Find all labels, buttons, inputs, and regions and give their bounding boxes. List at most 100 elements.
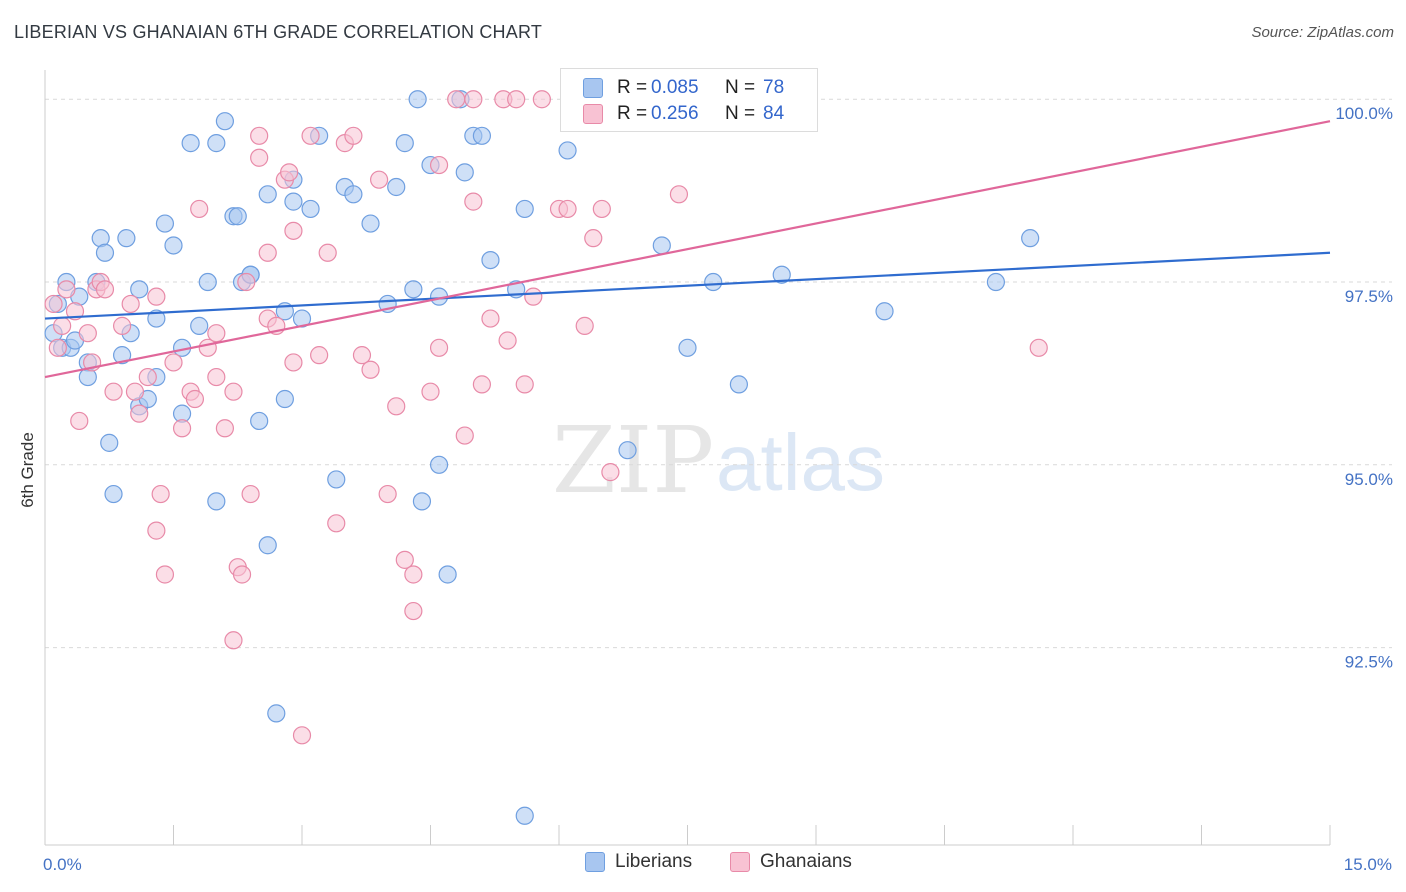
legend-r-value: 0.085 <box>651 77 699 98</box>
ghanaians-point <box>592 199 611 219</box>
ghanaians-point <box>464 90 483 109</box>
ghanaians-point <box>481 309 500 328</box>
ghanaians-point <box>237 272 256 292</box>
ghanaians-point <box>65 302 85 321</box>
series-legend-ghanaians[interactable]: Ghanaians <box>730 851 852 873</box>
legend-r-label: R = <box>617 103 648 124</box>
chart-title: LIBERIAN VS GHANAIAN 6TH GRADE CORRELATI… <box>14 22 543 42</box>
liberians-point <box>215 112 234 131</box>
ghanaians-point <box>190 199 209 219</box>
axes <box>44 70 1331 846</box>
ghanaians-point <box>70 411 89 431</box>
legend-n-label: N = <box>725 77 756 98</box>
liberians-point <box>301 199 320 219</box>
ghanaians-point <box>155 565 175 584</box>
liberians-point <box>327 470 346 489</box>
liberians-point <box>250 411 269 431</box>
ghanaians-point <box>151 484 170 504</box>
liberians-point <box>438 565 457 584</box>
ghanaians-point <box>207 324 226 343</box>
ghanaians-point <box>498 331 517 350</box>
liberians-point <box>772 265 791 284</box>
ghanaians-point <box>215 419 234 438</box>
liberians-point <box>207 492 226 511</box>
liberians-point <box>986 272 1006 292</box>
series-label-ghanaians: Ghanaians <box>760 851 852 872</box>
series-label-liberians: Liberians <box>615 851 693 872</box>
liberians-point <box>155 214 175 233</box>
y-tick-label: 92.5% <box>1345 653 1393 672</box>
watermark-atlas: atlas <box>716 418 885 507</box>
trend-lines <box>44 120 1331 379</box>
liberians-point <box>455 163 474 182</box>
stats-legend: R = 0.085 N = 78 R = 0.256 N = 84 <box>560 68 818 132</box>
liberians-point <box>678 338 697 357</box>
ghanaians-point <box>601 463 620 482</box>
watermark: ZIP atlas <box>552 407 885 514</box>
ghanaians-point <box>378 484 397 504</box>
y-tick-label: 100.0% <box>1335 104 1393 123</box>
legend-r-value: 0.256 <box>651 103 699 124</box>
liberians-point <box>344 185 363 204</box>
ghanaians-point <box>232 565 252 584</box>
ghanaians-point <box>224 382 243 401</box>
ghanaians-point <box>447 90 466 109</box>
ghanaians-point <box>370 170 389 189</box>
ghanaians-point <box>404 565 423 584</box>
y-tick-label: 95.0% <box>1345 470 1393 489</box>
ghanaians-point <box>280 163 299 182</box>
ghanaians-point <box>352 346 372 365</box>
tick-labels: 100.0% 97.5% 95.0% 92.5% 0.0% 15.0% <box>43 104 1393 874</box>
liberians-point <box>228 207 247 226</box>
ghanaians-trend-line <box>44 120 1331 379</box>
legend-n-value: 84 <box>763 103 785 124</box>
liberians-point <box>95 243 115 262</box>
liberians-point <box>104 484 123 504</box>
ghanaians-point <box>318 243 337 262</box>
ghanaians-point <box>455 426 474 445</box>
ghanaians-point <box>584 229 603 248</box>
ghanaians-point <box>472 375 491 394</box>
liberians-point <box>515 199 534 219</box>
ghanaians-point <box>44 294 63 314</box>
ghanaians-point <box>250 148 269 167</box>
liberians-point <box>258 536 277 555</box>
ghanaians-point <box>310 346 329 365</box>
ghanaians-point <box>112 316 132 335</box>
liberians-point <box>130 280 149 299</box>
legend-row-ghanaians: R = 0.256 N = 84 <box>583 102 784 126</box>
legend-swatch-liberians <box>583 78 603 98</box>
liberians-point <box>481 250 500 270</box>
ghanaians-point <box>429 338 449 357</box>
liberians-point <box>412 492 432 511</box>
ghanaians-point <box>172 419 192 438</box>
ghanaians-point <box>104 382 123 401</box>
watermark-zip: ZIP <box>552 407 714 514</box>
series-legend-liberians[interactable]: Liberians <box>585 851 692 873</box>
legend-r-label: R = <box>617 77 648 98</box>
legend-n-label: N = <box>725 103 756 124</box>
ghanaians-point <box>224 631 243 650</box>
gridlines <box>45 98 1392 649</box>
liberians-point <box>558 141 577 160</box>
liberians-point <box>284 192 303 211</box>
ghanaians-point <box>207 367 226 387</box>
x-tick-label: 15.0% <box>1344 855 1392 874</box>
ghanaians-point <box>164 353 183 372</box>
liberians-points <box>44 90 1040 825</box>
liberians-point <box>147 309 166 328</box>
liberians-point <box>618 441 637 460</box>
ghanaians-point <box>1029 338 1048 357</box>
ghanaians-point <box>464 192 483 211</box>
legend-n-value: 78 <box>763 77 785 98</box>
liberians-point <box>875 302 894 321</box>
liberians-point <box>395 134 414 153</box>
x-tick-label: 0.0% <box>43 855 82 874</box>
liberians-point <box>181 134 200 153</box>
legend-swatch-ghanaians <box>583 104 603 124</box>
liberians-point <box>164 236 183 255</box>
ghanaians-point <box>421 382 440 401</box>
ghanaians-point <box>532 90 551 109</box>
ghanaians-point <box>515 375 534 394</box>
ghanaians-point <box>57 280 76 299</box>
